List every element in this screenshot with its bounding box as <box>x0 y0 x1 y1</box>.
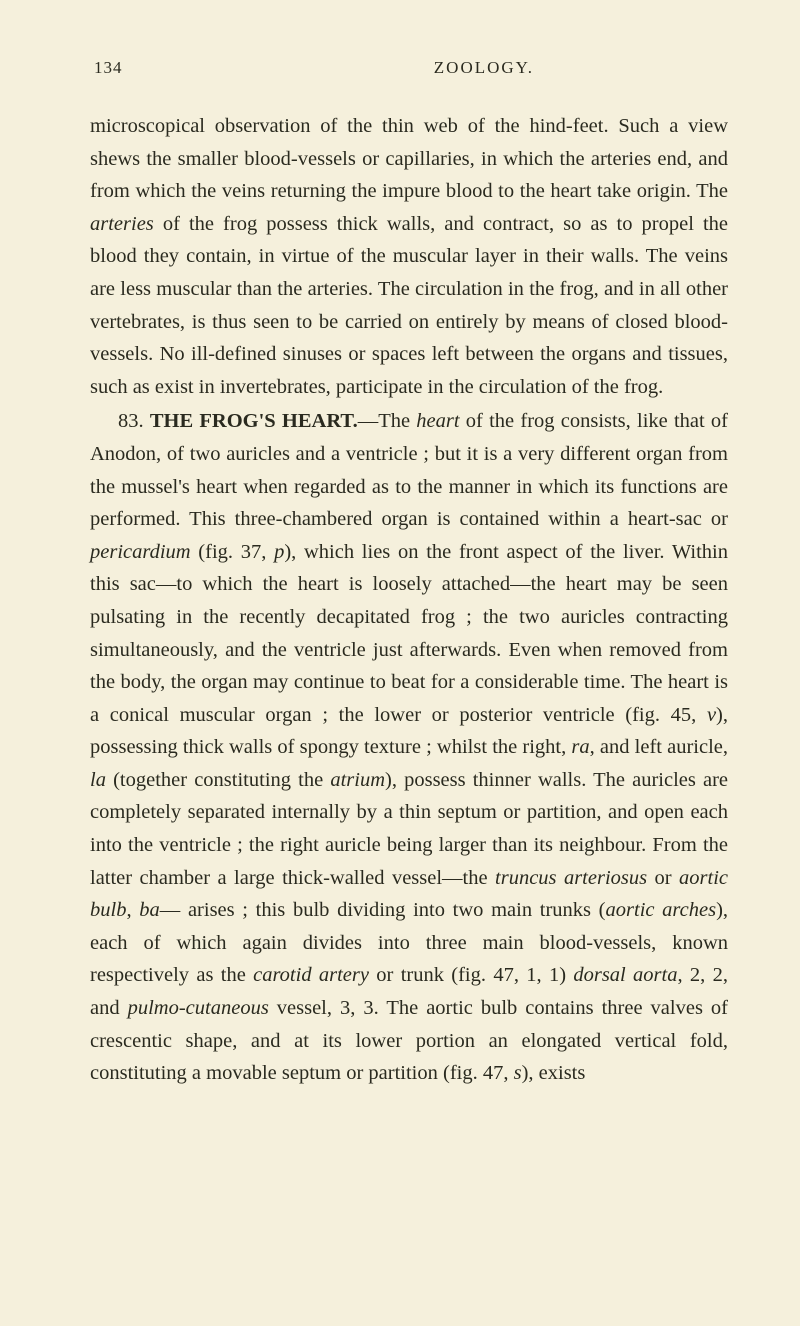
italic-text: arteries <box>90 213 154 235</box>
italic-text: truncus arteriosus <box>495 867 647 889</box>
italic-text: pulmo-cutaneous <box>128 997 269 1019</box>
italic-text: pericardium <box>90 541 191 563</box>
text: —The <box>358 410 417 432</box>
text: , <box>126 899 139 921</box>
italic-text: ra <box>571 736 589 758</box>
text: microscopical observation of the thin we… <box>90 115 728 202</box>
bold-heading: THE FROG'S HEART. <box>150 410 358 432</box>
text: ), exists <box>522 1062 586 1084</box>
text: — arises ; this bulb dividing into two m… <box>160 899 606 921</box>
text: of the frog possess thick walls, and con… <box>90 213 728 398</box>
italic-text: heart <box>416 410 459 432</box>
italic-text: dorsal aorta <box>573 964 677 986</box>
text: , and left auricle, <box>590 736 728 758</box>
text: (fig. 37, <box>191 541 274 563</box>
italic-text: la <box>90 769 106 791</box>
italic-text: atrium <box>330 769 385 791</box>
page-number: 134 <box>94 58 123 78</box>
paragraph-1: microscopical observation of the thin we… <box>90 110 728 403</box>
text: 83. <box>118 410 150 432</box>
page-title: ZOOLOGY. <box>434 58 534 78</box>
text: or trunk (fig. 47, 1, 1) <box>369 964 573 986</box>
paragraph-2: 83. THE FROG'S HEART.—The heart of the f… <box>90 405 728 1089</box>
italic-text: p <box>274 541 284 563</box>
italic-text: carotid artery <box>253 964 369 986</box>
page-header: 134 ZOOLOGY. <box>90 58 728 78</box>
italic-text: s <box>514 1062 522 1084</box>
text: ), which lies on the front aspect of the… <box>90 541 728 726</box>
italic-text: aortic arches <box>606 899 717 921</box>
italic-text: v <box>707 704 716 726</box>
italic-text: ba <box>139 899 160 921</box>
text: (together constituting the <box>106 769 330 791</box>
text: or <box>647 867 679 889</box>
